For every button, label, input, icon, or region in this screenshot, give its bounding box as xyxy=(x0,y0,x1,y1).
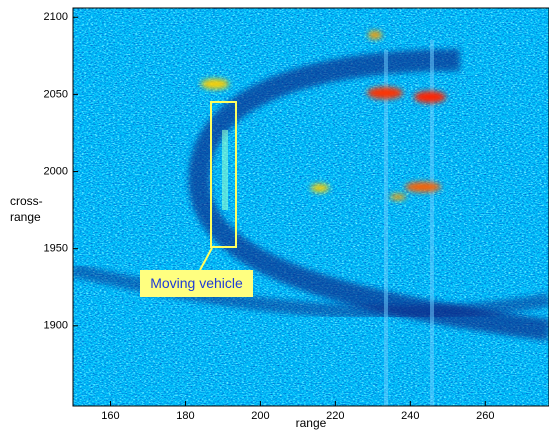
y-tick-label: 1950 xyxy=(44,243,68,255)
y-tick-label: 2050 xyxy=(44,88,68,100)
chart: 16018020022024026019001950200020502100 xyxy=(0,0,549,432)
y-tick-label: 1900 xyxy=(44,320,68,332)
vehicle xyxy=(222,130,228,210)
x-axis-label: range xyxy=(0,416,549,430)
streak xyxy=(384,50,388,406)
y-tick-label: 2000 xyxy=(44,165,68,177)
page: 16018020022024026019001950200020502100 c… xyxy=(0,0,549,432)
y-tick-label: 2100 xyxy=(44,11,68,23)
image xyxy=(73,8,549,406)
annotation: Moving vehicle xyxy=(140,270,253,297)
y-axis-label: cross-range xyxy=(10,193,50,225)
